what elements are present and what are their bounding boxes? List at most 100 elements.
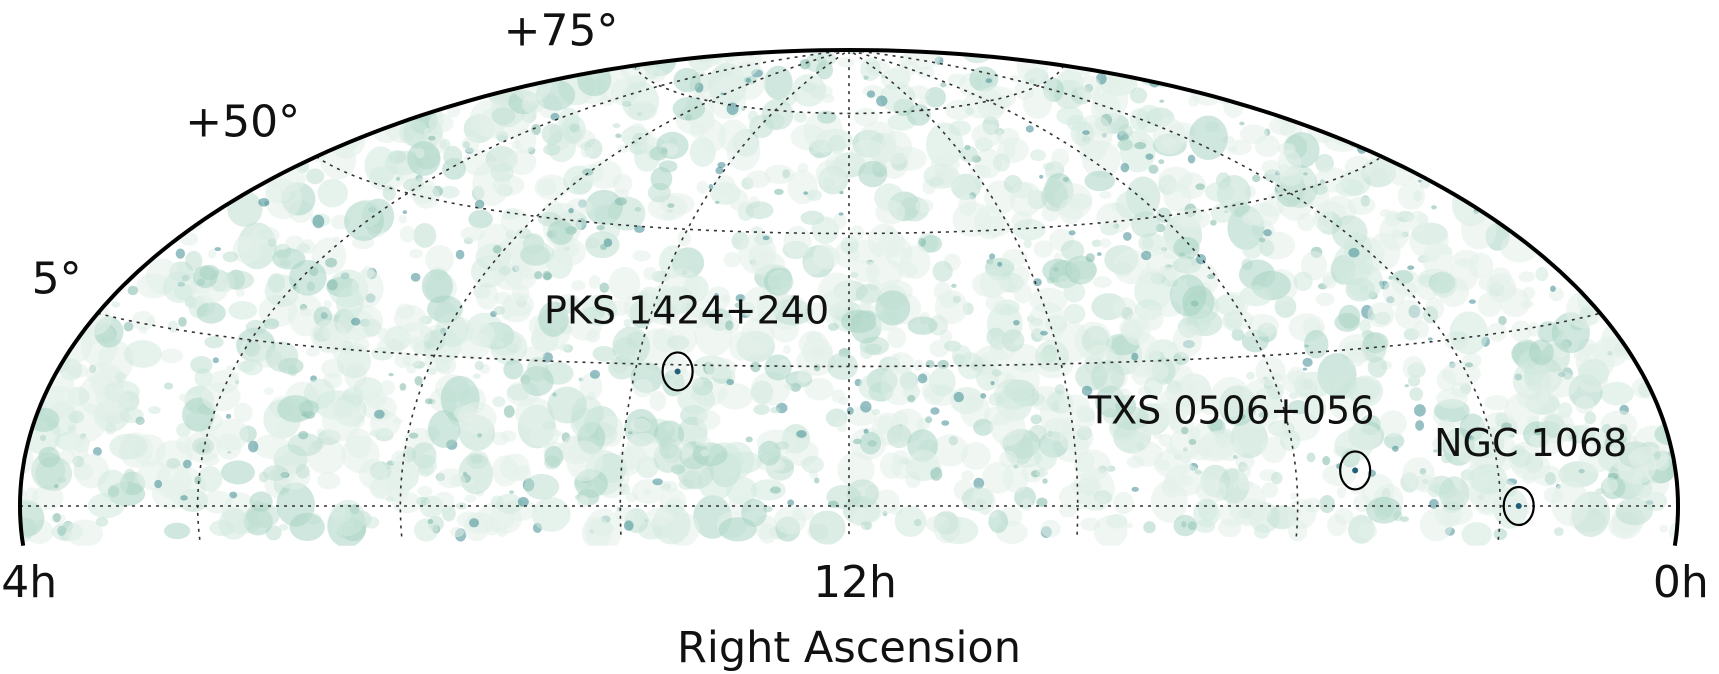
- sky-texture-blob: [1527, 199, 1550, 226]
- sky-texture-blob: [61, 111, 74, 122]
- sky-texture-blob: [1494, 528, 1507, 540]
- sky-texture-blob: [587, 160, 622, 189]
- sky-texture-blob: [1156, 42, 1164, 51]
- sky-texture-blob: [1436, 122, 1467, 147]
- sky-texture-blob: [1348, 248, 1359, 258]
- sky-texture-blob: [1391, 228, 1401, 238]
- sky-texture-blob: [1290, 56, 1304, 66]
- sky-texture-blob: [1483, 77, 1492, 83]
- sky-texture-blob: [637, 133, 656, 150]
- sky-texture-blob: [986, 78, 992, 83]
- sky-texture-blob: [44, 313, 61, 325]
- sky-texture-blob: [1675, 73, 1684, 81]
- sky-texture-blob: [1345, 156, 1374, 180]
- sky-texture-blob: [918, 373, 928, 383]
- sky-texture-blob: [197, 302, 226, 324]
- sky-texture-blob: [204, 336, 223, 348]
- sky-texture-blob: [721, 73, 730, 80]
- sky-texture-blob: [101, 227, 135, 252]
- sky-texture-blob: [1093, 276, 1112, 288]
- sky-texture-blob: [115, 372, 126, 382]
- sky-texture-blob: [173, 161, 203, 190]
- sky-texture-blob: [1259, 199, 1284, 217]
- sky-texture-blob: [1132, 487, 1139, 492]
- sky-texture-blob: [1620, 154, 1657, 194]
- sky-texture-blob: [1623, 233, 1662, 271]
- sky-texture-blob: [1405, 384, 1410, 387]
- sky-texture-blob: [1200, 69, 1237, 94]
- sky-texture-blob: [1153, 433, 1163, 439]
- sky-texture-blob: [1615, 498, 1653, 525]
- sky-texture-blob: [227, 191, 262, 227]
- sky-texture-blob: [1518, 271, 1534, 282]
- sky-texture-blob: [1618, 297, 1634, 312]
- sky-texture-blob: [1507, 157, 1513, 162]
- sky-texture-blob: [280, 244, 289, 250]
- sky-texture-blob: [1540, 216, 1549, 224]
- x-axis-title: Right Ascension: [677, 623, 1021, 673]
- sky-texture-blob: [297, 243, 311, 253]
- sky-texture-blob: [750, 362, 760, 372]
- sky-texture-blob: [109, 434, 147, 460]
- sky-texture-blob: [1622, 141, 1660, 172]
- sky-texture-blob: [1654, 84, 1677, 106]
- sky-texture-blob: [83, 143, 90, 149]
- sky-texture-blob: [1491, 139, 1496, 142]
- sky-texture-blob: [1149, 165, 1159, 174]
- sky-texture-blob: [331, 79, 342, 90]
- sky-texture-blob: [1437, 151, 1472, 177]
- sky-texture-blob: [1538, 137, 1550, 148]
- sky-texture-blob: [1472, 188, 1483, 199]
- sky-texture-blob: [1545, 46, 1578, 73]
- sky-texture-blob: [81, 147, 106, 176]
- sky-texture-blob: [179, 187, 190, 195]
- sky-texture-blob: [378, 328, 390, 342]
- sky-texture-blob: [268, 238, 276, 247]
- sky-texture-blob: [120, 167, 142, 184]
- sky-texture-blob: [649, 391, 666, 411]
- sky-texture-blob: [522, 94, 544, 113]
- sky-texture-blob: [313, 215, 325, 229]
- sky-texture-blob: [929, 177, 943, 186]
- sky-texture-blob: [1365, 55, 1397, 85]
- sky-texture-blob: [209, 520, 234, 536]
- sky-texture-blob: [1538, 39, 1559, 52]
- sky-texture-blob: [872, 409, 881, 416]
- sky-texture-blob: [87, 47, 122, 87]
- sky-texture-blob: [1023, 88, 1053, 119]
- sky-texture-blob: [428, 136, 436, 141]
- sky-texture-blob: [201, 453, 220, 466]
- sky-texture-blob: [254, 434, 290, 459]
- sky-texture-blob: [1557, 219, 1578, 238]
- sky-texture-blob: [112, 276, 122, 285]
- sky-texture-blob: [1191, 300, 1199, 306]
- sky-texture-blob: [213, 357, 219, 363]
- sky-texture-blob: [45, 312, 73, 343]
- sky-texture-blob: [1664, 163, 1673, 169]
- sky-texture-blob: [917, 44, 926, 50]
- sky-texture-blob: [1389, 124, 1413, 151]
- sky-texture-blob: [532, 497, 571, 532]
- sky-texture-blob: [17, 273, 28, 286]
- sky-texture-blob: [1555, 136, 1563, 142]
- sky-texture-blob: [908, 450, 938, 472]
- sky-texture-blob: [1138, 268, 1163, 285]
- sky-texture-blob: [941, 420, 949, 426]
- sky-texture-blob: [1646, 260, 1683, 290]
- sky-texture-blob: [1063, 177, 1069, 182]
- sky-texture-blob: [1628, 87, 1657, 108]
- sky-texture-blob: [717, 162, 725, 168]
- sky-texture-blob: [1423, 306, 1438, 323]
- sky-texture-blob: [952, 345, 971, 367]
- sky-texture-blob: [1288, 520, 1307, 542]
- sky-texture-blob: [1448, 118, 1476, 149]
- sky-texture-blob: [1532, 465, 1562, 486]
- sky-texture-blob: [262, 46, 285, 63]
- sky-texture-blob: [1622, 132, 1645, 154]
- sky-texture-blob: [296, 464, 310, 478]
- sky-texture-blob: [665, 423, 673, 430]
- sky-texture-blob: [930, 407, 939, 415]
- sky-texture-blob: [662, 483, 671, 490]
- sky-texture-blob: [39, 240, 44, 245]
- sky-texture-blob: [831, 389, 845, 403]
